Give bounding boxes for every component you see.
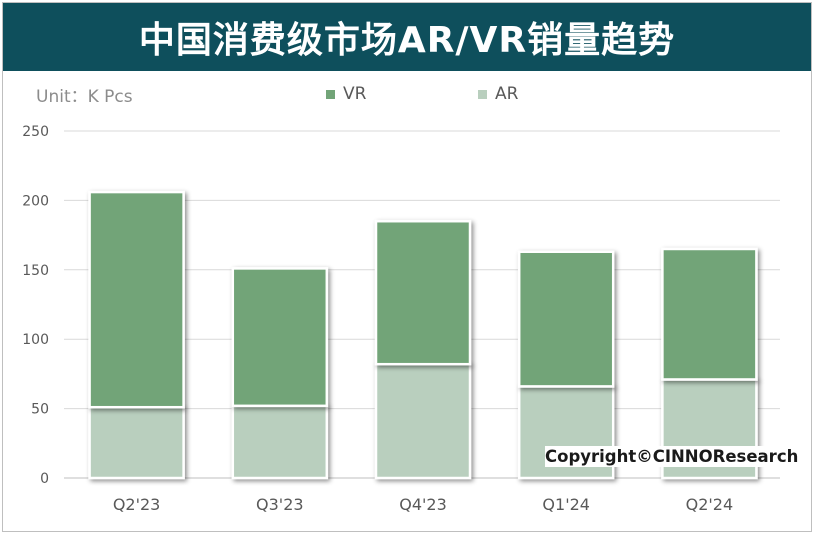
y-tick-label: 50 [31,402,49,418]
bar-vr [661,247,758,381]
legend-swatch-ar [478,89,487,99]
y-tick-label: 150 [22,263,49,279]
legend-label-vr: VR [343,84,367,104]
bar-vr [88,190,185,409]
copyright-text: Copyright©CINNOResearch [545,446,799,467]
x-tick-label: Q4'23 [399,495,447,514]
x-tick-label: Q2'24 [686,495,734,514]
bar-vr [374,219,472,366]
x-tick-label: Q3'23 [256,495,304,514]
bar-vr [231,267,329,408]
x-tick-label: Q1'24 [542,495,590,514]
chart-title: 中国消费级市场AR/VR销量趋势 [138,20,676,61]
y-tick-label: 250 [22,124,49,140]
title-bar: 中国消费级市场AR/VR销量趋势 [3,3,811,71]
legend-label-ar: AR [495,84,519,104]
x-tick-label: Q2'23 [113,495,161,514]
legend-item-vr: VR [326,84,366,104]
bar-ar [374,362,472,480]
y-tick-label: 100 [22,332,49,348]
y-tick-label: 200 [22,193,49,209]
bar-vr [517,250,615,388]
bar-ar [231,404,329,480]
legend-swatch-vr [326,89,335,99]
legend-item-ar: AR [478,84,518,104]
unit-label: Unit：K Pcs [36,87,133,107]
y-tick-label: 0 [40,471,49,487]
bar-ar [88,405,185,480]
